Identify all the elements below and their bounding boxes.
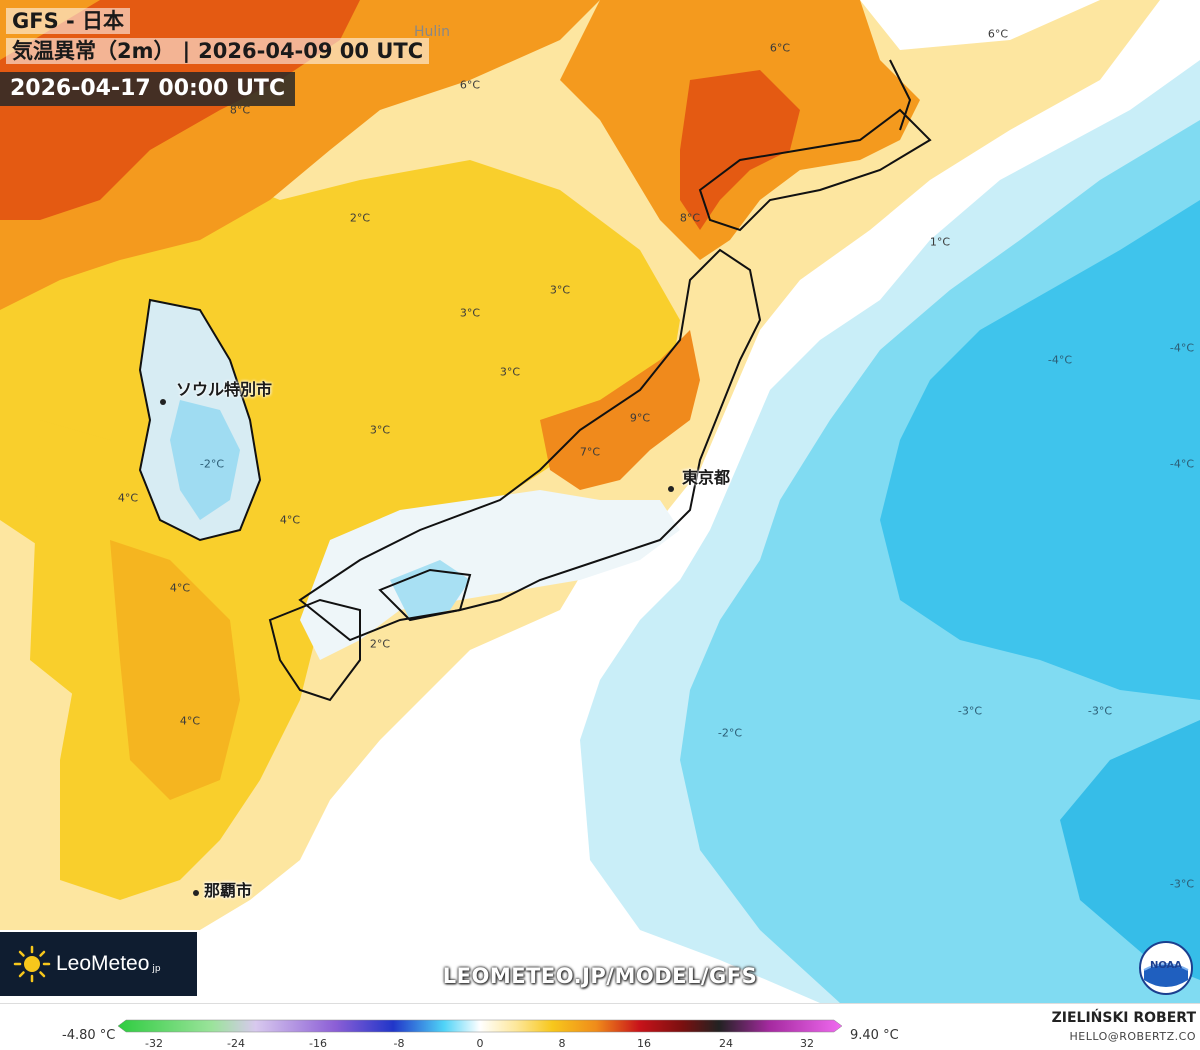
tokyo-marker: [668, 486, 674, 492]
scale-tick: 32: [800, 1037, 814, 1050]
author-email[interactable]: HELLO@ROBERTZ.CO: [1069, 1030, 1196, 1043]
scale-tick: 24: [719, 1037, 733, 1050]
scale-max-label: 9.40 °C: [850, 1028, 899, 1043]
honshu-coastline: [298, 248, 762, 642]
warm-anomaly-region-gold: [110, 540, 240, 800]
map-title: GFS - 日本: [6, 8, 131, 34]
temp-label: -3°C: [957, 704, 983, 718]
shikoku-cold-patch: [390, 560, 470, 620]
valid-time-badge: 2026-04-17 00:00 UTC: [0, 72, 296, 106]
scale-tick: -16: [309, 1037, 327, 1050]
temp-label: 2°C: [349, 211, 371, 225]
temp-label: -3°C: [1087, 704, 1113, 718]
variable-label: 気温異常（2m）: [12, 39, 175, 63]
city-label-tokyo: 東京都: [682, 468, 731, 487]
temp-label: -2°C: [199, 457, 225, 471]
brand-suffix: jp: [152, 964, 161, 974]
brand-name: LeoMeteo: [56, 952, 150, 975]
temp-label: -4°C: [1047, 353, 1073, 367]
temp-label: 3°C: [499, 365, 521, 379]
place-label-hulin: Hulin: [414, 24, 451, 40]
temp-label: 3°C: [459, 306, 481, 320]
hokkaido-coastline: [698, 108, 932, 232]
naha-marker: [193, 890, 199, 896]
anomaly-map: [0, 0, 1200, 1003]
temp-label: 1°C: [929, 235, 951, 249]
scale-tick: 0: [476, 1037, 484, 1050]
scale-tick: 8: [558, 1037, 566, 1050]
temp-label: 4°C: [117, 491, 139, 505]
map-area: GFS - 日本 気温異常（2m） | 2026-04-09 00 UTC 2026…: [0, 0, 1200, 1003]
temp-label: 7°C: [579, 445, 601, 459]
separator: |: [182, 39, 191, 63]
noaa-text: NOAA: [1150, 960, 1182, 971]
site-url[interactable]: LEOMETEO.JP/MODEL/GFS: [442, 964, 758, 988]
temp-label: 3°C: [369, 423, 391, 437]
temp-label: 4°C: [279, 513, 301, 527]
temp-label: 6°C: [987, 27, 1009, 41]
cold-anomaly-region-strong-2: [1060, 720, 1200, 980]
scale-tick: 16: [637, 1037, 651, 1050]
legend-footer: -4.80 °C -32 -24 -16 -: [0, 1003, 1200, 1050]
temp-label: 4°C: [169, 581, 191, 595]
scale-min-label: -4.80 °C: [62, 1028, 116, 1043]
seoul-marker: [160, 399, 166, 405]
color-scale-bar: [118, 1019, 842, 1033]
kyushu-coastline: [268, 598, 361, 702]
cold-anomaly-region-strong: [880, 200, 1200, 700]
temp-label: 3°C: [549, 283, 571, 297]
japan-neutral-strip: [300, 490, 680, 660]
temp-label: -3°C: [1169, 877, 1195, 891]
temp-label: 8°C: [229, 103, 251, 117]
noaa-logo: NOAA: [1139, 941, 1193, 995]
author-name: ZIELIŃSKI ROBERT: [1051, 1010, 1196, 1026]
city-label-seoul: ソウル特別市: [176, 380, 273, 399]
warm-anomaly-region-red-2: [680, 70, 800, 230]
scale-tick: -32: [145, 1037, 163, 1050]
scale-tick: -8: [393, 1037, 405, 1050]
korea-coastline: [138, 298, 262, 542]
sun-icon: [13, 945, 51, 983]
temp-label: -4°C: [1169, 457, 1195, 471]
city-label-naha: 那覇市: [204, 881, 253, 900]
shikoku-coastline: [378, 568, 472, 622]
leometeo-logo[interactable]: LeoMeteo jp: [0, 932, 197, 996]
temp-label: -4°C: [1169, 341, 1195, 355]
temp-label: 9°C: [629, 411, 651, 425]
map-subtitle: 気温異常（2m） | 2026-04-09 00 UTC: [6, 38, 430, 64]
korea-cold-core: [170, 400, 240, 520]
temp-label: 2°C: [369, 637, 391, 651]
warm-anomaly-region-honshu: [540, 330, 700, 490]
temp-label: 6°C: [769, 41, 791, 55]
scale-tick: -24: [227, 1037, 245, 1050]
coastlines: [138, 59, 932, 702]
run-time: 2026-04-09 00 UTC: [198, 39, 424, 63]
warm-anomaly-region-yellow-2: [30, 420, 140, 700]
sakhalin-coastline: [889, 59, 912, 131]
temp-label: 4°C: [179, 714, 201, 728]
temp-label: -2°C: [717, 726, 743, 740]
temp-label: 8°C: [679, 211, 701, 225]
temp-label: 6°C: [459, 78, 481, 92]
